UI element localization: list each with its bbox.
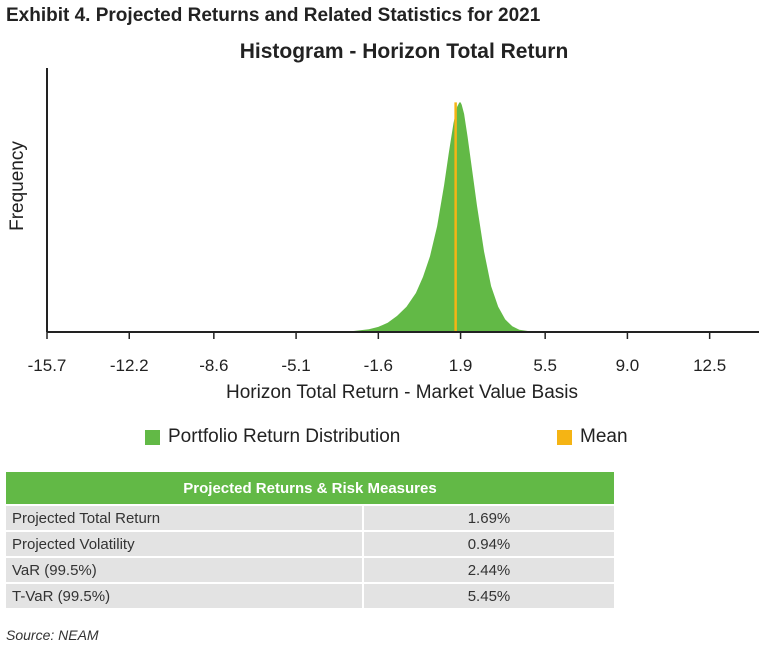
row-value: 2.44%	[362, 556, 614, 583]
x-tick-label: 1.9	[449, 356, 473, 375]
chart-title: Histogram - Horizon Total Return	[239, 40, 569, 63]
risk-measures-table: Projected Returns & Risk Measures Projec…	[6, 472, 614, 608]
histogram-chart: Frequency Horizon Total Return - Market …	[7, 68, 759, 403]
x-tick-label: -8.6	[199, 356, 228, 375]
table-header: Projected Returns & Risk Measures	[6, 472, 614, 505]
row-value: 0.94%	[362, 530, 614, 557]
x-tick-label: -1.6	[364, 356, 393, 375]
row-label: Projected Total Return	[6, 504, 363, 531]
table-row: T-VaR (99.5%) 5.45%	[6, 582, 614, 608]
source-note: Source: NEAM	[6, 627, 99, 643]
row-label: T-VaR (99.5%)	[6, 582, 363, 608]
legend-item-mean: Mean	[557, 426, 628, 448]
x-tick-label: 9.0	[616, 356, 640, 375]
legend-item-distribution: Portfolio Return Distribution	[145, 426, 400, 448]
table-row: Projected Volatility 0.94%	[6, 530, 614, 557]
row-label: VaR (99.5%)	[6, 556, 363, 583]
legend-label-mean: Mean	[580, 426, 628, 447]
row-value: 1.69%	[362, 504, 614, 531]
exhibit-title: Exhibit 4. Projected Returns and Related…	[6, 5, 541, 26]
x-tick-label: 5.5	[533, 356, 557, 375]
distribution-area	[340, 102, 539, 333]
legend-label-distribution: Portfolio Return Distribution	[168, 426, 401, 447]
x-tick-label: 12.5	[693, 356, 726, 375]
row-value: 5.45%	[362, 582, 614, 608]
y-axis-title: Frequency	[7, 141, 28, 231]
legend: Portfolio Return Distribution Mean	[0, 426, 766, 450]
legend-swatch-distribution	[145, 429, 160, 445]
x-tick-label: -12.2	[110, 356, 149, 375]
row-label: Projected Volatility	[6, 530, 363, 557]
x-axis-ticks: -15.7 -12.2 -8.6 -5.1 -1.6 1.9 5.5 9.0 12.5	[28, 332, 726, 375]
x-axis-title: Horizon Total Return - Market Value Basi…	[226, 382, 578, 403]
table-row: VaR (99.5%) 2.44%	[6, 556, 614, 583]
x-tick-label: -15.7	[28, 356, 67, 375]
legend-swatch-mean	[557, 429, 572, 445]
table-row: Projected Total Return 1.69%	[6, 504, 614, 531]
x-tick-label: -5.1	[281, 356, 310, 375]
